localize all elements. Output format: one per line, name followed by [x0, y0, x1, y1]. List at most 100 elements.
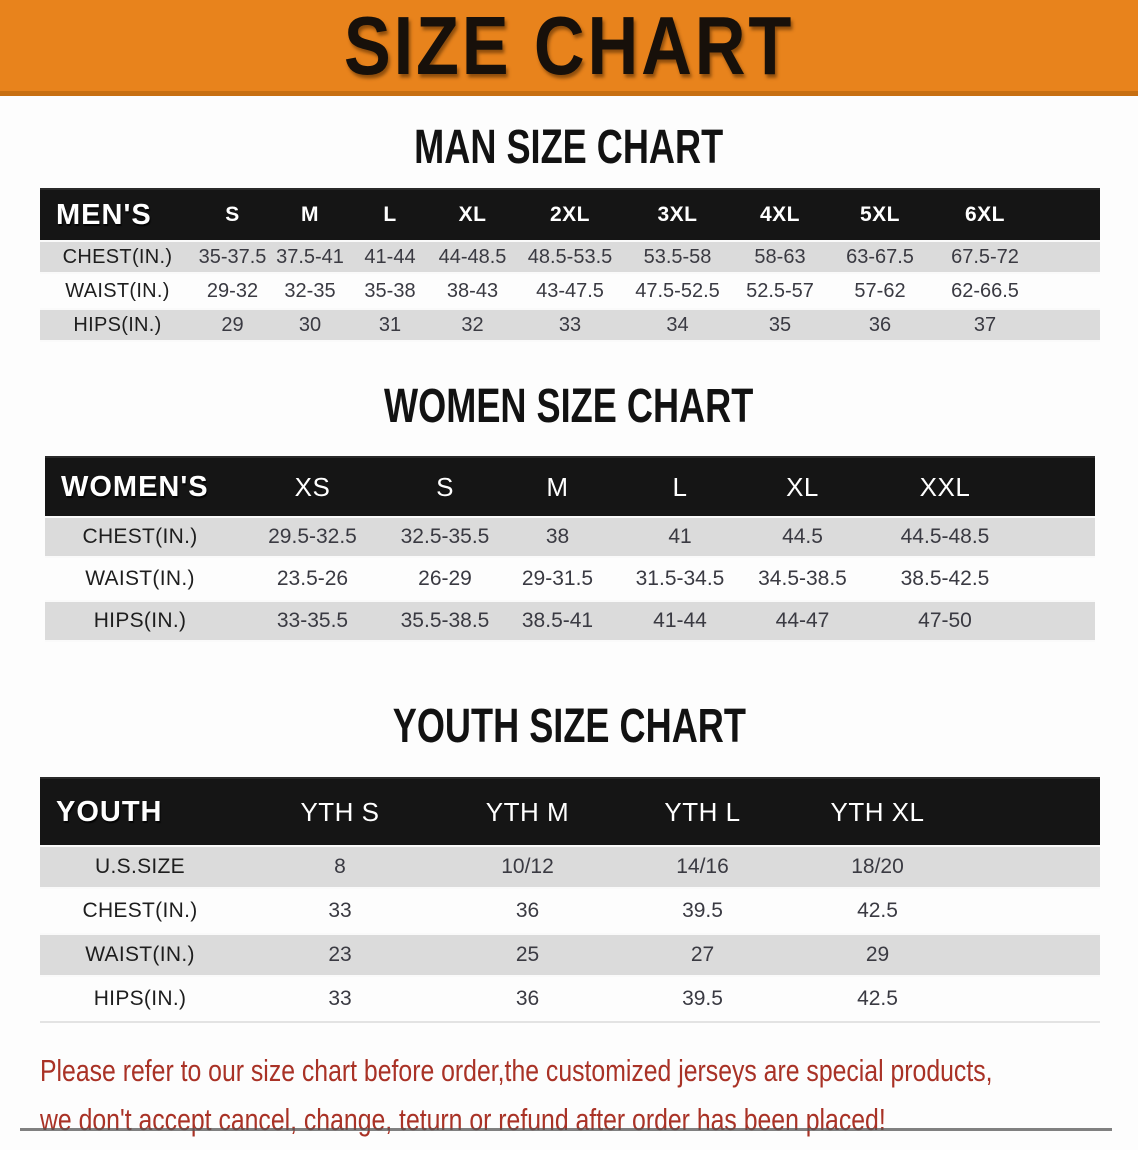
youth-us-size-value: 8	[334, 855, 346, 878]
women-size-header: XS	[294, 471, 331, 502]
women-hips-value: 41-44	[653, 609, 707, 632]
row-label: CHEST(IN.)	[82, 899, 198, 922]
youth-waist-row: WAIST(IN.) 23 25 27 29	[40, 933, 1100, 977]
women-chest-value: 32.5-35.5	[400, 525, 490, 548]
youth-header-filler	[965, 779, 1100, 845]
youth-chest-value: 39.5	[682, 899, 723, 922]
youth-section-heading: YOUTH SIZE CHART	[0, 699, 1138, 753]
men-hips-value: 29	[221, 313, 244, 336]
men-chest-value: 63-67.5	[846, 245, 914, 268]
women-size-header: M	[546, 471, 569, 502]
men-chest-value: 35-37.5	[198, 245, 267, 268]
women-hips-value: 44-47	[775, 609, 830, 632]
youth-size-header: YTH M	[485, 796, 570, 827]
women-chest-row: CHEST(IN.) 29.5-32.5 32.5-35.5 38 41 44.…	[45, 516, 1095, 558]
men-chest-value: 44-48.5	[438, 245, 507, 268]
women-waist-value: 26-29	[418, 567, 472, 590]
men-hips-value: 36	[868, 313, 892, 336]
men-waist-value: 52.5-57	[746, 279, 814, 302]
men-size-header: S	[225, 203, 240, 226]
youth-table-header: YOUTH YTH S YTH M YTH L YTH XL	[40, 777, 1100, 845]
women-header-filler	[1030, 458, 1095, 516]
men-size-header: 4XL	[759, 203, 800, 226]
youth-waist-value: 27	[690, 943, 715, 966]
youth-us-size-value: 14/16	[676, 855, 729, 878]
youth-hips-row: HIPS(IN.) 33 36 39.5 42.5	[40, 977, 1100, 1021]
row-label: WAIST(IN.)	[65, 279, 170, 302]
men-hips-value: 30	[298, 313, 322, 336]
women-section-heading: WOMEN SIZE CHART	[0, 379, 1138, 433]
row-filler	[965, 845, 1100, 889]
men-size-header: 6XL	[964, 203, 1005, 226]
row-filler	[1030, 600, 1095, 642]
row-filler	[965, 889, 1100, 933]
men-waist-value: 43-47.5	[536, 279, 604, 302]
youth-size-table: YOUTH YTH S YTH M YTH L YTH XL U.S.SIZE …	[40, 777, 1100, 1023]
youth-us-size-value: 18/20	[851, 855, 904, 878]
women-size-table: WOMEN'S XS S M L XL XXL CHEST(IN.) 29.5-…	[45, 456, 1095, 642]
row-label: HIPS(IN.)	[73, 313, 162, 336]
row-label: U.S.SIZE	[95, 855, 185, 878]
men-size-header: 2XL	[549, 203, 590, 226]
youth-hips-value: 36	[515, 987, 540, 1010]
women-waist-value: 38.5-42.5	[900, 567, 990, 590]
women-waist-row: WAIST(IN.) 23.5-26 26-29 29-31.5 31.5-34…	[45, 558, 1095, 600]
men-header-filler	[1040, 190, 1100, 240]
youth-chest-value: 36	[515, 899, 540, 922]
row-label: HIPS(IN.)	[93, 609, 187, 632]
women-waist-value: 31.5-34.5	[635, 567, 725, 590]
row-filler	[965, 977, 1100, 1021]
women-chest-value: 38	[545, 525, 570, 548]
youth-waist-value: 23	[328, 943, 352, 966]
men-waist-row: WAIST(IN.) 29-32 32-35 35-38 38-43 43-47…	[40, 274, 1100, 308]
women-waist-value: 29-31.5	[521, 567, 594, 590]
men-size-table: MEN'S S M L XL 2XL 3XL 4XL 5XL 6XL CHEST…	[40, 188, 1100, 342]
men-waist-value: 38-43	[446, 279, 499, 302]
women-waist-value: 23.5-26	[276, 567, 349, 590]
women-chest-value: 44.5	[782, 525, 823, 548]
men-section-heading: MAN SIZE CHART	[0, 120, 1138, 174]
women-table-header: WOMEN'S XS S M L XL XXL	[45, 456, 1095, 516]
row-label: CHEST(IN.)	[62, 245, 173, 268]
women-size-header: S	[436, 471, 454, 502]
men-chest-value: 48.5-53.5	[527, 245, 613, 268]
men-table-header: MEN'S S M L XL 2XL 3XL 4XL 5XL 6XL	[40, 188, 1100, 240]
youth-size-header: YTH XL	[830, 796, 925, 827]
women-size-header: L	[672, 471, 688, 502]
disclaimer-line-2: we don't accept cancel, change, teturn o…	[40, 1102, 886, 1137]
men-chest-value: 41-44	[364, 245, 416, 268]
row-filler	[1040, 308, 1100, 342]
row-label: WAIST(IN.)	[85, 567, 195, 590]
youth-heading-text: YOUTH SIZE CHART	[392, 698, 746, 753]
women-size-header: XL	[786, 471, 819, 502]
men-chest-value: 53.5-58	[643, 245, 712, 268]
youth-hips-value: 33	[328, 987, 352, 1010]
youth-size-header: YTH S	[300, 796, 380, 827]
row-filler	[965, 933, 1100, 977]
women-hips-value: 33-35.5	[276, 609, 349, 632]
men-hips-value: 35	[768, 313, 792, 336]
men-heading-text: MAN SIZE CHART	[414, 119, 724, 174]
row-filler	[1040, 240, 1100, 274]
row-filler	[1030, 558, 1095, 600]
youth-chest-row: CHEST(IN.) 33 36 39.5 42.5	[40, 889, 1100, 933]
row-label: WAIST(IN.)	[85, 943, 195, 966]
youth-hips-value: 39.5	[682, 987, 723, 1010]
men-size-header: L	[383, 203, 397, 226]
men-hips-value: 32	[461, 313, 484, 336]
youth-us-size-value: 10/12	[501, 855, 554, 878]
women-hips-value: 47-50	[918, 609, 972, 632]
women-hips-value: 38.5-41	[521, 609, 594, 632]
banner-title: SIZE CHART	[343, 0, 795, 92]
men-waist-value: 57-62	[854, 279, 906, 302]
disclaimer-line-1: Please refer to our size chart before or…	[40, 1053, 993, 1088]
women-heading-text: WOMEN SIZE CHART	[384, 378, 754, 433]
men-hips-value: 31	[378, 313, 402, 336]
men-size-header: M	[301, 203, 319, 226]
bottom-edge-line	[20, 1128, 1112, 1131]
men-chest-value: 37.5-41	[276, 245, 344, 268]
men-hips-value: 33	[558, 313, 582, 336]
women-size-header: XXL	[919, 471, 971, 502]
row-label: HIPS(IN.)	[93, 987, 187, 1010]
women-waist-value: 34.5-38.5	[758, 567, 847, 590]
